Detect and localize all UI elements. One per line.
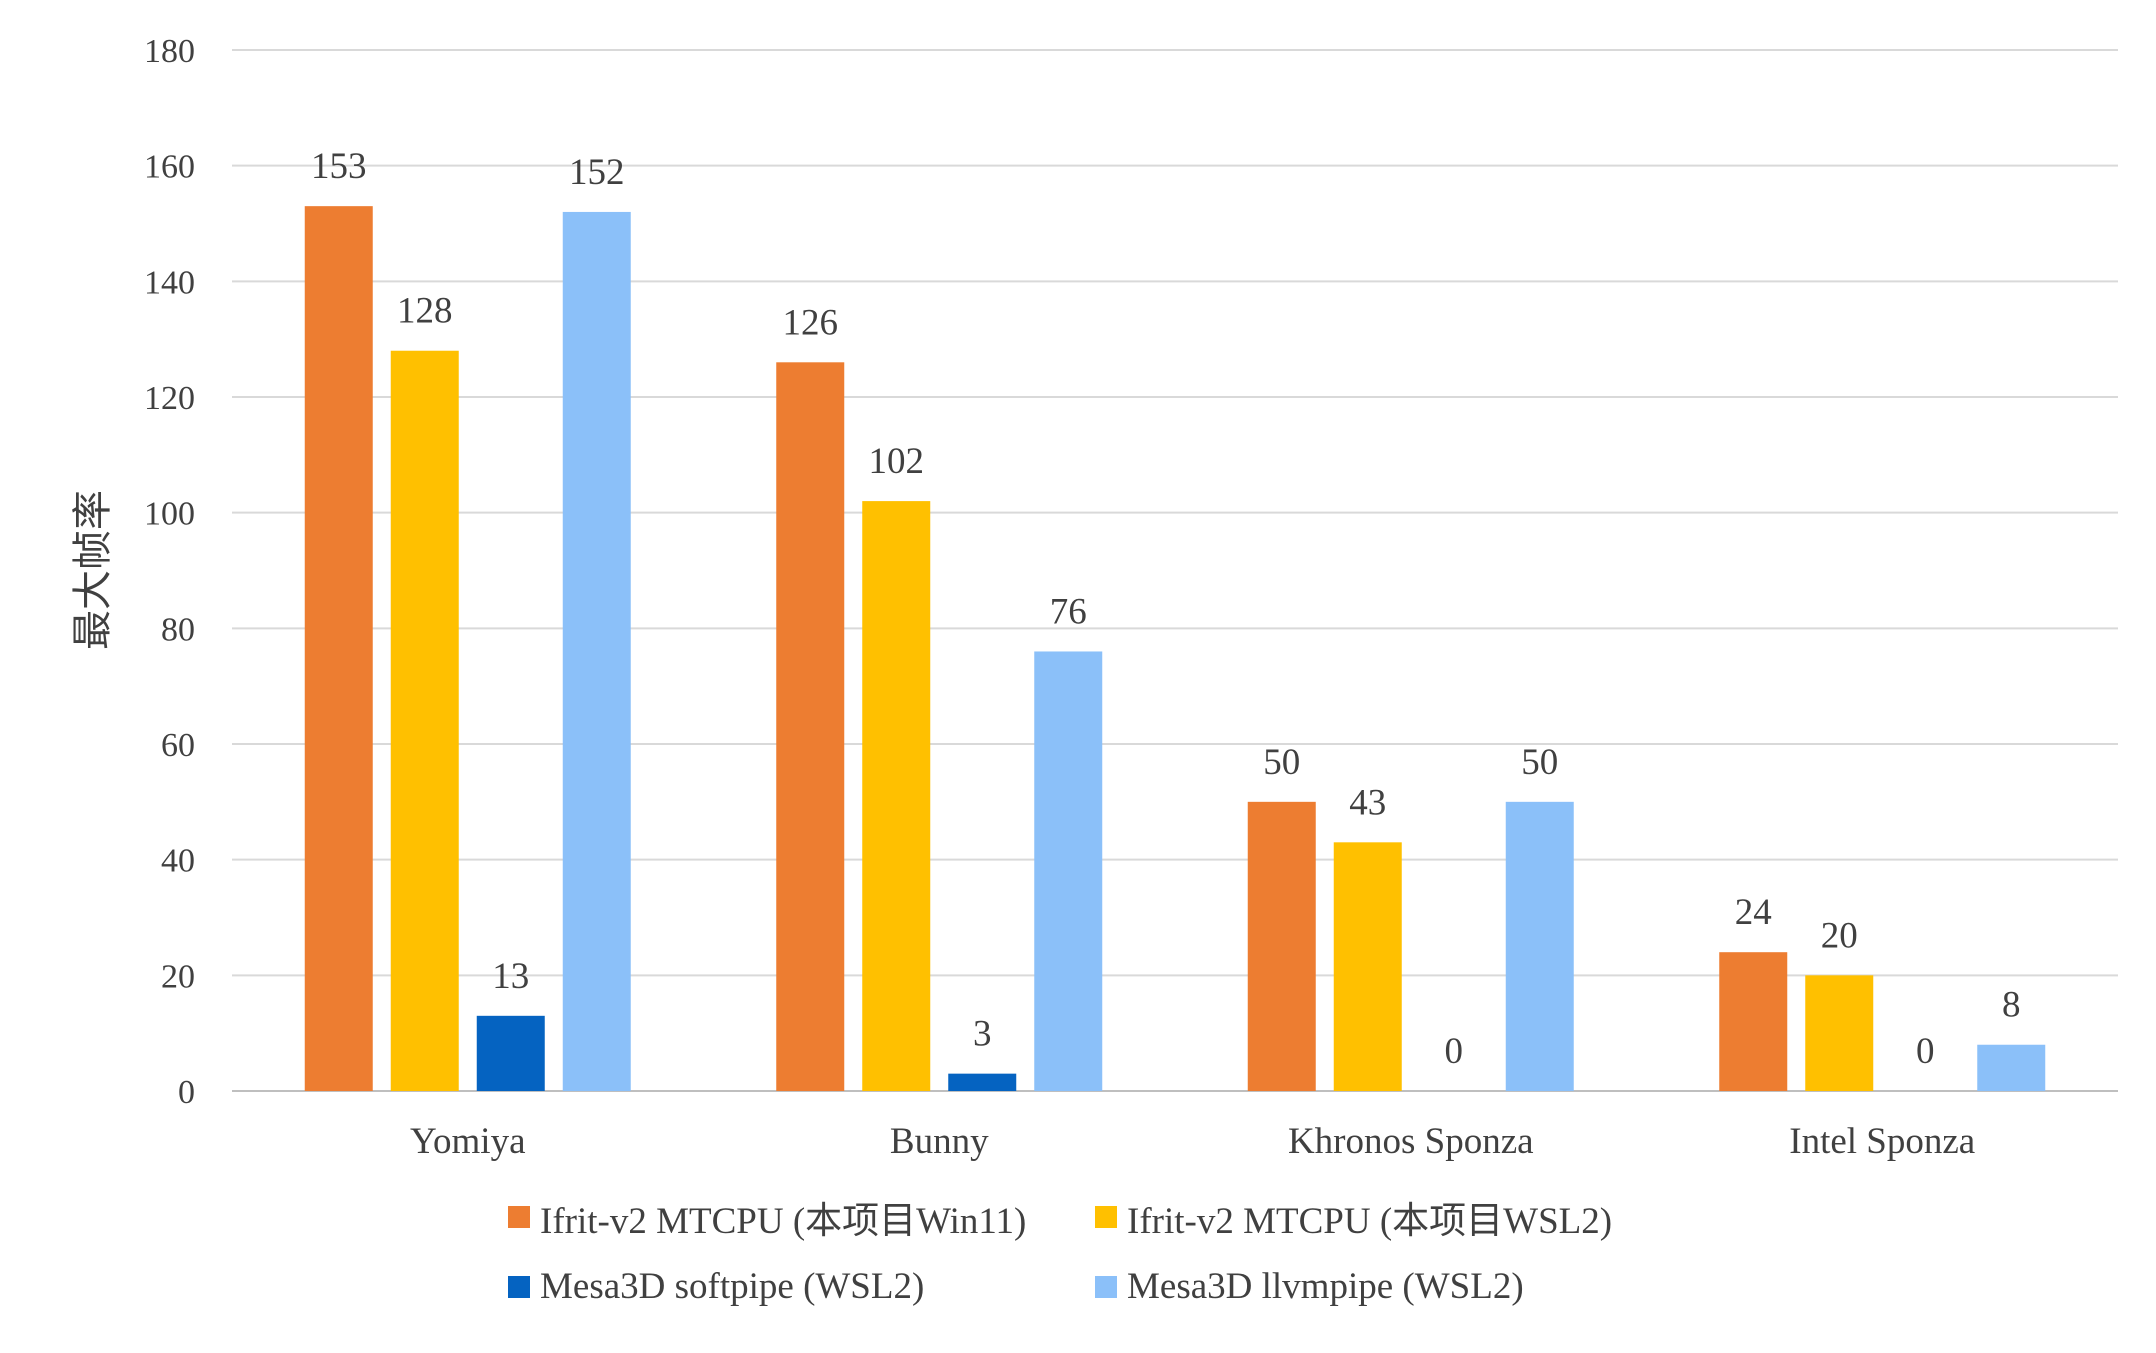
y-tick-label: 40: [161, 843, 195, 880]
bar: [776, 362, 845, 1091]
data-label: 0: [1916, 1031, 1935, 1072]
data-label: 153: [311, 146, 367, 187]
bar: [304, 206, 373, 1091]
y-tick-label: 140: [144, 264, 195, 301]
data-label: 126: [783, 302, 839, 343]
bar: [1505, 801, 1574, 1091]
data-label: 24: [1735, 892, 1772, 933]
x-tick-label: Yomiya: [410, 1121, 526, 1162]
data-labels: 153 128 13 152 126 102 3 76 50 43 0 50 24 20 0 8: [311, 146, 2021, 1072]
bar: [862, 501, 931, 1092]
legend-item-ifrit-wsl2: Ifrit-v2 MTCPU (本项目WSL2): [1095, 1190, 1612, 1244]
legend-item-ifrit-win11: Ifrit-v2 MTCPU (本项目Win11): [508, 1190, 1026, 1244]
bar: [1034, 651, 1103, 1091]
x-axis-ticks: Yomiya Bunny Khronos Sponza Intel Sponza: [410, 1121, 1975, 1162]
y-tick-label: 160: [144, 149, 195, 186]
y-tick-label: 20: [161, 958, 195, 995]
data-label: 50: [1521, 742, 1558, 783]
x-tick-label: Khronos Sponza: [1288, 1121, 1534, 1162]
y-tick-label: 180: [144, 33, 195, 70]
y-tick-label: 80: [161, 611, 195, 648]
data-label: 8: [2002, 985, 2021, 1026]
legend-label: Ifrit-v2 MTCPU (本项目Win11): [540, 1201, 1027, 1242]
bar: [1719, 952, 1788, 1091]
bar: [562, 211, 631, 1091]
bar: [1247, 801, 1316, 1091]
legend-label: Mesa3D llvmpipe (WSL2): [1127, 1266, 1524, 1307]
data-label: 102: [869, 441, 925, 482]
y-tick-label: 0: [178, 1074, 195, 1111]
x-tick-label: Intel Sponza: [1789, 1121, 1975, 1162]
x-tick-label: Bunny: [890, 1121, 989, 1162]
legend-label: Mesa3D softpipe (WSL2): [540, 1266, 925, 1307]
data-label: 3: [973, 1014, 992, 1055]
y-axis-ticks: 0 20 40 60 80 100 120 140 160 180: [144, 33, 195, 1111]
legend-label: Ifrit-v2 MTCPU (本项目WSL2): [1127, 1201, 1613, 1242]
bar: [390, 350, 459, 1091]
y-tick-label: 120: [144, 380, 195, 417]
data-label: 50: [1263, 742, 1300, 783]
bars: [304, 206, 2046, 1092]
gridlines: [232, 49, 2118, 1092]
data-label: 13: [492, 956, 529, 997]
data-label: 20: [1821, 915, 1858, 956]
bar: [1977, 1044, 2046, 1091]
legend-swatch-ifrit-win11: [508, 1206, 530, 1228]
bar: [476, 1015, 545, 1091]
data-label: 0: [1445, 1031, 1464, 1072]
legend-swatch-mesa-softpipe: [508, 1275, 530, 1298]
bar: [948, 1073, 1017, 1091]
y-tick-label: 60: [161, 727, 195, 764]
legend-item-mesa-llvmpipe: Mesa3D llvmpipe (WSL2): [1095, 1265, 1524, 1308]
y-axis-label: 最大帧率: [70, 490, 116, 650]
legend-swatch-ifrit-wsl2: [1095, 1206, 1117, 1228]
data-label: 43: [1349, 782, 1386, 823]
legend-item-mesa-softpipe: Mesa3D softpipe (WSL2): [508, 1265, 924, 1308]
bar: [1805, 975, 1874, 1091]
data-label: 152: [569, 152, 625, 193]
data-label: 76: [1050, 591, 1087, 632]
bar: [1333, 842, 1402, 1091]
y-tick-label: 100: [144, 496, 195, 533]
legend-swatch-mesa-llvmpipe: [1095, 1275, 1117, 1298]
data-label: 128: [397, 291, 453, 332]
